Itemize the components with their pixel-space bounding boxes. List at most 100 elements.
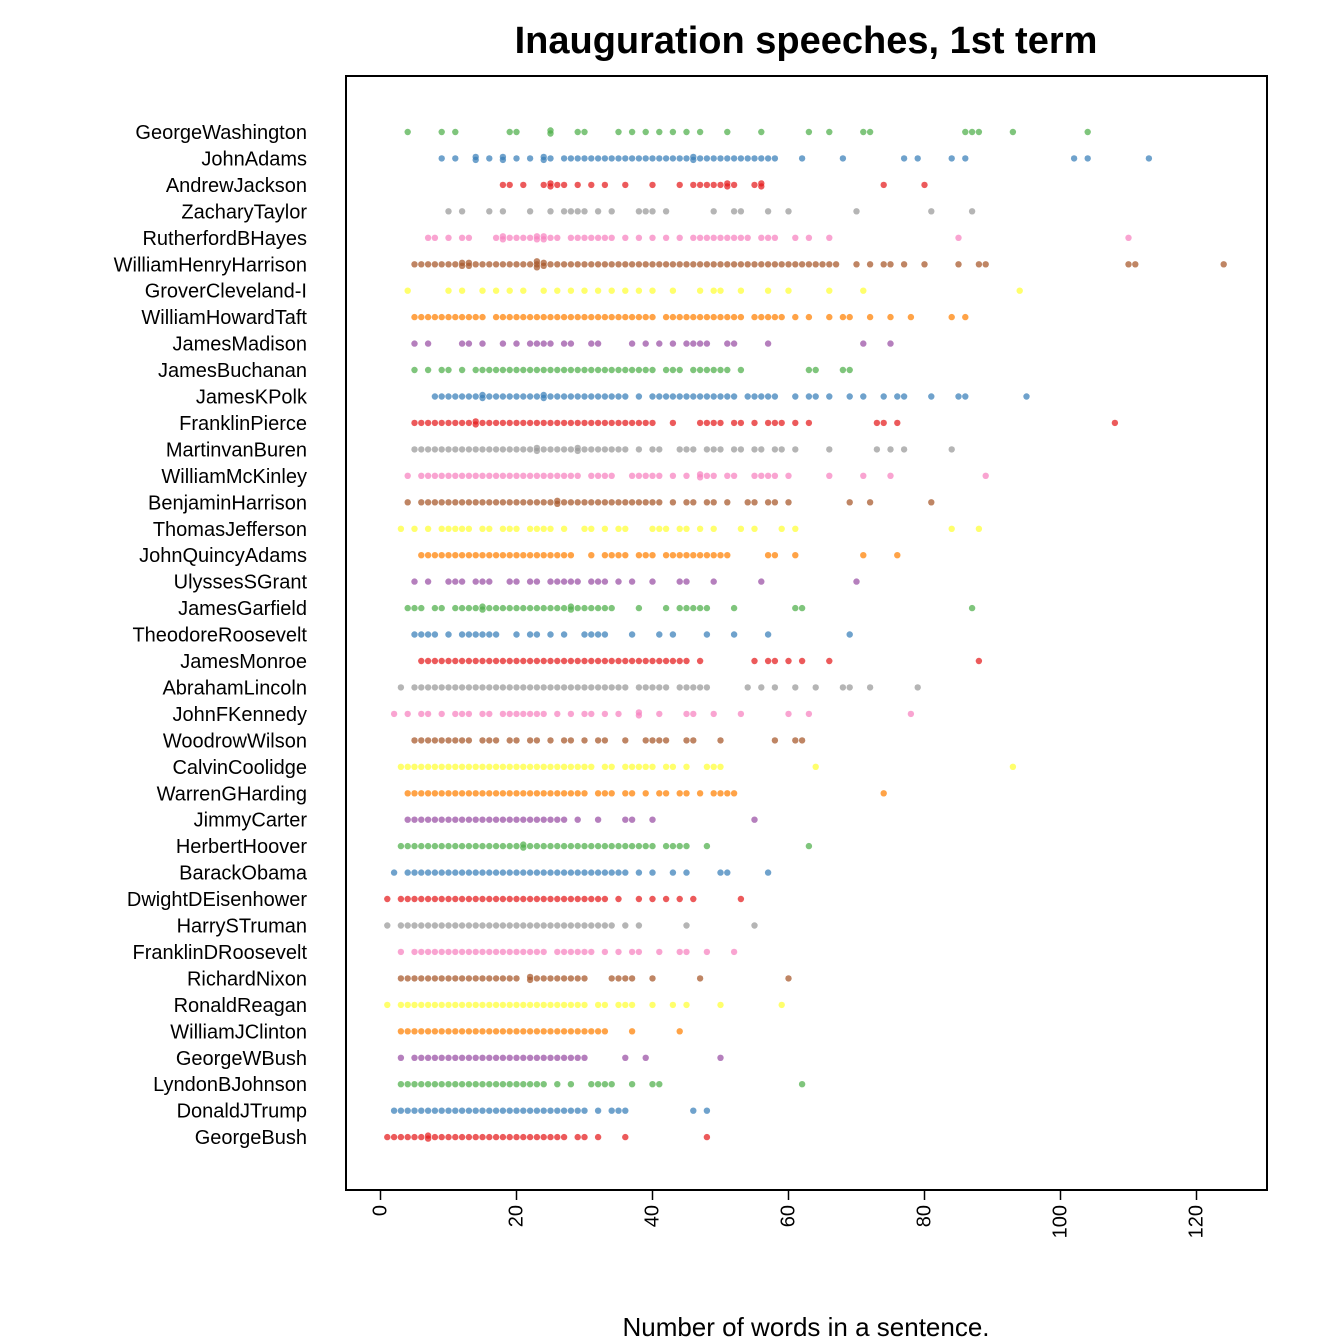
data-point bbox=[547, 1133, 554, 1141]
data-point bbox=[758, 393, 765, 400]
data-point bbox=[622, 922, 629, 929]
data-point bbox=[690, 737, 697, 744]
data-point bbox=[567, 578, 575, 585]
data-point bbox=[826, 657, 833, 665]
data-point bbox=[860, 128, 867, 136]
data-point bbox=[438, 1028, 445, 1035]
data-point bbox=[608, 446, 615, 453]
data-point bbox=[547, 1054, 554, 1062]
data-point bbox=[452, 710, 459, 718]
data-point bbox=[628, 366, 636, 374]
data-point bbox=[710, 419, 717, 427]
row-label: WilliamHenryHarrison bbox=[114, 254, 307, 276]
data-point bbox=[499, 525, 507, 532]
data-point bbox=[792, 525, 799, 532]
data-point bbox=[438, 155, 445, 162]
data-point bbox=[649, 499, 656, 506]
data-point bbox=[424, 1028, 432, 1035]
data-point bbox=[472, 578, 479, 585]
data-point bbox=[1009, 128, 1017, 136]
data-point bbox=[649, 393, 656, 400]
data-point bbox=[696, 657, 704, 665]
data-point bbox=[642, 684, 649, 691]
data-point bbox=[404, 710, 411, 718]
data-point bbox=[669, 340, 677, 347]
data-point bbox=[438, 684, 445, 691]
data-point bbox=[506, 1028, 513, 1035]
data-point bbox=[649, 842, 656, 850]
data-point bbox=[581, 419, 588, 427]
data-point bbox=[690, 393, 697, 400]
data-point bbox=[506, 975, 513, 982]
data-point bbox=[676, 181, 683, 189]
data-point bbox=[724, 183, 731, 190]
data-point bbox=[486, 419, 493, 427]
data-point bbox=[792, 552, 799, 559]
data-point bbox=[506, 472, 513, 479]
data-point bbox=[424, 499, 432, 506]
data-point bbox=[690, 684, 697, 691]
data-point bbox=[703, 948, 711, 956]
data-point bbox=[492, 842, 500, 850]
data-point bbox=[547, 393, 554, 400]
data-point bbox=[438, 419, 445, 427]
data-point bbox=[601, 895, 609, 903]
data-point bbox=[554, 816, 561, 823]
data-point bbox=[431, 313, 439, 321]
data-point bbox=[547, 419, 554, 427]
data-point bbox=[764, 393, 772, 400]
data-point bbox=[588, 895, 595, 903]
row-label: AndrewJackson bbox=[166, 175, 307, 197]
data-point bbox=[574, 1133, 581, 1141]
data-point bbox=[751, 419, 758, 427]
data-point bbox=[533, 790, 541, 797]
data-point bbox=[703, 393, 711, 400]
data-point bbox=[948, 313, 955, 321]
data-point bbox=[465, 1001, 473, 1009]
data-point bbox=[513, 790, 520, 797]
data-point bbox=[465, 1133, 473, 1141]
data-point bbox=[608, 155, 615, 162]
data-point bbox=[458, 499, 466, 506]
data-point bbox=[948, 155, 955, 162]
data-point bbox=[696, 393, 704, 400]
data-point bbox=[411, 631, 418, 638]
data-point bbox=[581, 1107, 588, 1114]
data-point bbox=[594, 1028, 602, 1035]
data-point bbox=[962, 155, 969, 162]
data-point bbox=[547, 234, 554, 241]
data-point bbox=[696, 975, 704, 982]
data-point bbox=[554, 684, 561, 691]
data-point bbox=[771, 234, 779, 241]
data-point bbox=[860, 472, 867, 479]
data-point bbox=[703, 261, 711, 268]
data-point bbox=[404, 499, 411, 506]
data-point bbox=[540, 446, 547, 453]
data-point bbox=[540, 419, 547, 427]
data-point bbox=[574, 313, 581, 321]
data-point bbox=[540, 657, 547, 665]
data-point bbox=[418, 1028, 425, 1035]
data-point bbox=[431, 895, 439, 903]
data-point bbox=[730, 340, 738, 347]
data-point bbox=[968, 128, 976, 136]
data-point bbox=[724, 393, 731, 400]
data-point bbox=[465, 419, 473, 427]
data-point bbox=[662, 525, 670, 532]
data-point bbox=[479, 525, 486, 532]
data-point bbox=[424, 1081, 432, 1088]
data-point bbox=[615, 975, 622, 982]
data-point bbox=[805, 234, 813, 241]
data-point bbox=[486, 763, 493, 770]
data-point bbox=[431, 684, 439, 691]
data-point bbox=[513, 552, 520, 559]
data-point bbox=[513, 763, 520, 770]
x-axis: 0 20 40 60 80 100 120 bbox=[370, 1189, 1208, 1238]
data-point bbox=[982, 472, 989, 479]
data-point bbox=[710, 234, 717, 241]
data-point bbox=[540, 604, 547, 612]
data-point bbox=[724, 472, 731, 479]
data-point bbox=[819, 261, 826, 268]
data-point bbox=[581, 1054, 588, 1062]
data-point bbox=[424, 1135, 432, 1142]
